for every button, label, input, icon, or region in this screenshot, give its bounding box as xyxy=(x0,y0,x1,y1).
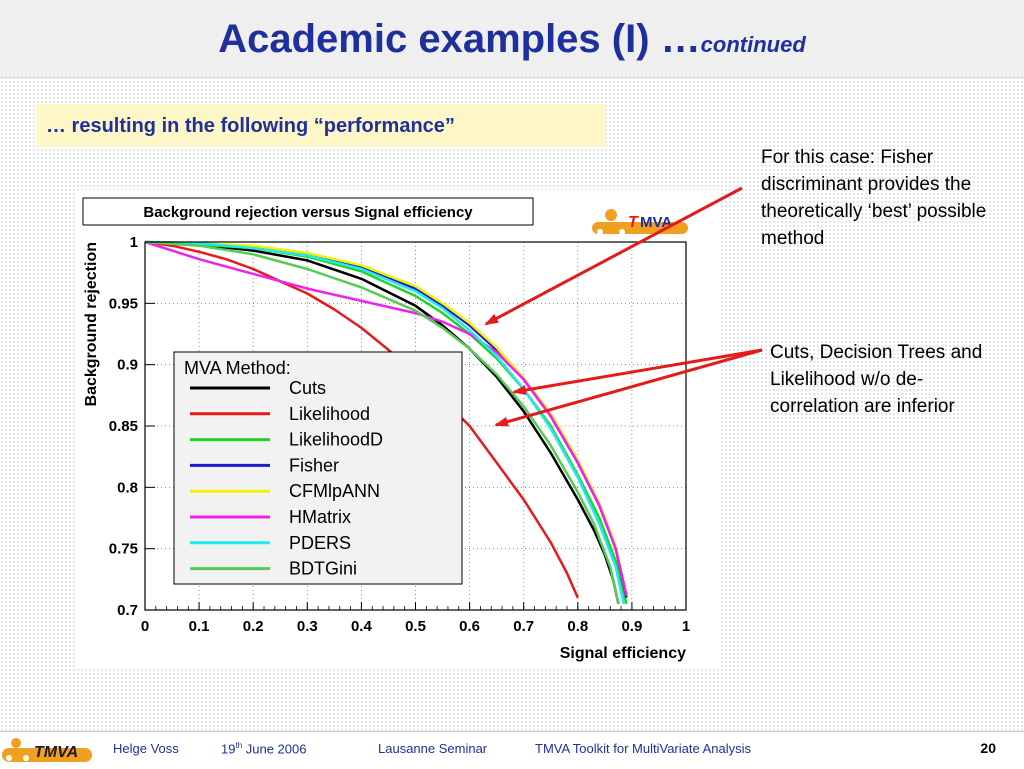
note-fisher: For this case: Fisher discriminant provi… xyxy=(761,147,987,249)
x-tick-label: 0 xyxy=(141,618,149,635)
series-line-bdtgini xyxy=(144,240,620,605)
y-tick-label: 0.7 xyxy=(117,602,138,619)
legend-title: MVA Method: xyxy=(184,358,291,378)
x-tick-label: 0.5 xyxy=(405,618,426,635)
footer-event: Lausanne Seminar xyxy=(378,741,488,756)
x-tick-label: 0.3 xyxy=(297,618,318,635)
legend-label: Cuts xyxy=(289,378,326,398)
series-line-likelihood xyxy=(144,240,579,599)
plot-frame xyxy=(144,241,687,611)
page-number: 20 xyxy=(980,740,996,756)
legend-label: PDERS xyxy=(289,533,351,553)
slide-header xyxy=(0,0,1024,78)
chart-title: Background rejection versus Signal effic… xyxy=(143,204,473,221)
y-tick-label: 0.75 xyxy=(109,541,138,558)
note-inferior: Cuts, Decision Trees and Likelihood w/o … xyxy=(770,342,983,417)
x-tick-label: 1 xyxy=(682,618,690,635)
series-line-hmatrix xyxy=(144,240,628,596)
footer xyxy=(0,731,1024,769)
title-main: Academic examples (I) … xyxy=(218,17,701,61)
legend-label: CFMlpANN xyxy=(289,481,380,501)
footer-date: 19th June 2006 xyxy=(221,741,306,756)
arrow-inferior-2 xyxy=(494,348,763,427)
x-tick-label: 0.8 xyxy=(567,618,588,635)
footer-date-rest: June 2006 xyxy=(242,741,307,757)
legend-box xyxy=(173,351,463,585)
legend: MVA Method: Cuts Likelihood LikelihoodD Fis… xyxy=(173,351,463,585)
slide-title: Academic examples (I) …continued xyxy=(0,14,1024,70)
footer-date-day: 19 xyxy=(221,741,236,757)
title-suffix: continued xyxy=(700,32,806,57)
legend-label: HMatrix xyxy=(289,507,351,527)
y-tick-label: 0.9 xyxy=(117,357,138,374)
curves xyxy=(144,240,628,605)
x-tick-label: 0.1 xyxy=(189,618,210,635)
x-tick-label: 0.4 xyxy=(351,618,373,635)
x-tick-label: 0.9 xyxy=(621,618,642,635)
subtitle: … resulting in the following “performanc… xyxy=(46,115,455,137)
x-tick-label: 0.6 xyxy=(459,618,480,635)
subtitle-box: … resulting in the following “performanc… xyxy=(36,104,606,147)
logo-rest: MVA xyxy=(640,214,672,231)
y-axis-label: Background rejection xyxy=(83,242,100,406)
tmva-footer-logo: TMVA xyxy=(2,738,92,762)
footer-date-sup: th xyxy=(235,741,243,750)
x-axis-label: Signal efficiency xyxy=(560,645,686,662)
footer-logo-text: TMVA xyxy=(34,744,78,761)
arrow-inferior-1 xyxy=(512,348,763,395)
legend-label: LikelihoodD xyxy=(289,430,383,450)
arrow-fisher xyxy=(484,186,743,326)
logo-t: T xyxy=(628,214,639,231)
legend-label: Likelihood xyxy=(289,404,370,424)
y-tick-label: 0.95 xyxy=(109,295,138,312)
legend-label: Fisher xyxy=(289,455,339,475)
legend-label: BDTGini xyxy=(289,559,357,579)
y-tick-label: 0.8 xyxy=(117,479,138,496)
chart-title-box xyxy=(82,197,534,226)
series-line-pders xyxy=(144,240,626,605)
footer-author: Helge Voss xyxy=(113,741,179,756)
y-tick-label: 0.85 xyxy=(109,418,138,435)
footer-toolkit: TMVA Toolkit for MultiVariate Analysis xyxy=(535,741,752,756)
x-tick-label: 0.2 xyxy=(243,618,264,635)
x-tick-label: 0.7 xyxy=(513,618,534,635)
y-tick-label: 1 xyxy=(130,234,138,251)
axes: 0 0.1 0.2 0.3 0.4 0.5 0.6 0.7 0.8 0.9 1 0.7 0.75 0.8 0… xyxy=(109,234,690,635)
